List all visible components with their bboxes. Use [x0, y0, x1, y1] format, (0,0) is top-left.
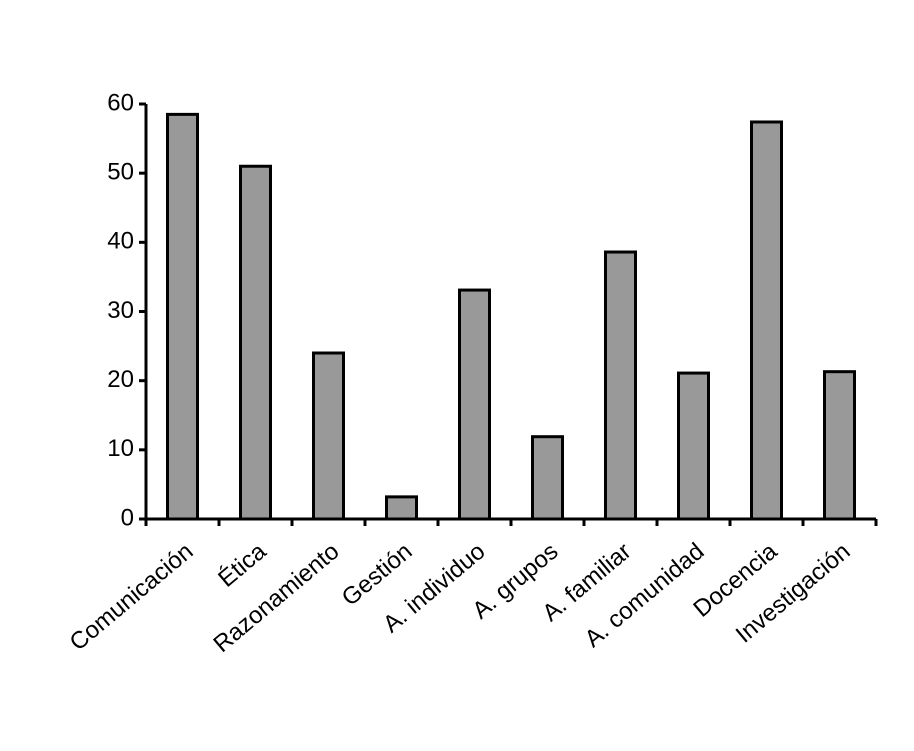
x-tick-label: Razonamiento — [209, 538, 345, 658]
y-tick-label: 0 — [121, 504, 134, 531]
bar — [677, 371, 710, 521]
x-tick-label: Comunicación — [65, 538, 199, 656]
y-tick-label: 10 — [107, 435, 134, 462]
bar — [239, 164, 272, 521]
bar — [166, 112, 199, 521]
y-tick-label: 60 — [107, 89, 134, 116]
bar — [604, 250, 637, 521]
bar — [385, 495, 418, 521]
bar — [750, 120, 783, 521]
y-tick-label: 40 — [107, 228, 134, 255]
bar — [823, 370, 856, 521]
y-tick-label: 20 — [107, 366, 134, 393]
y-tick-label: 30 — [107, 297, 134, 324]
y-tick-label: 50 — [107, 159, 134, 186]
bar — [312, 351, 345, 521]
bar — [531, 435, 564, 521]
x-tick-label: Ética — [213, 537, 272, 592]
bar — [458, 288, 491, 521]
